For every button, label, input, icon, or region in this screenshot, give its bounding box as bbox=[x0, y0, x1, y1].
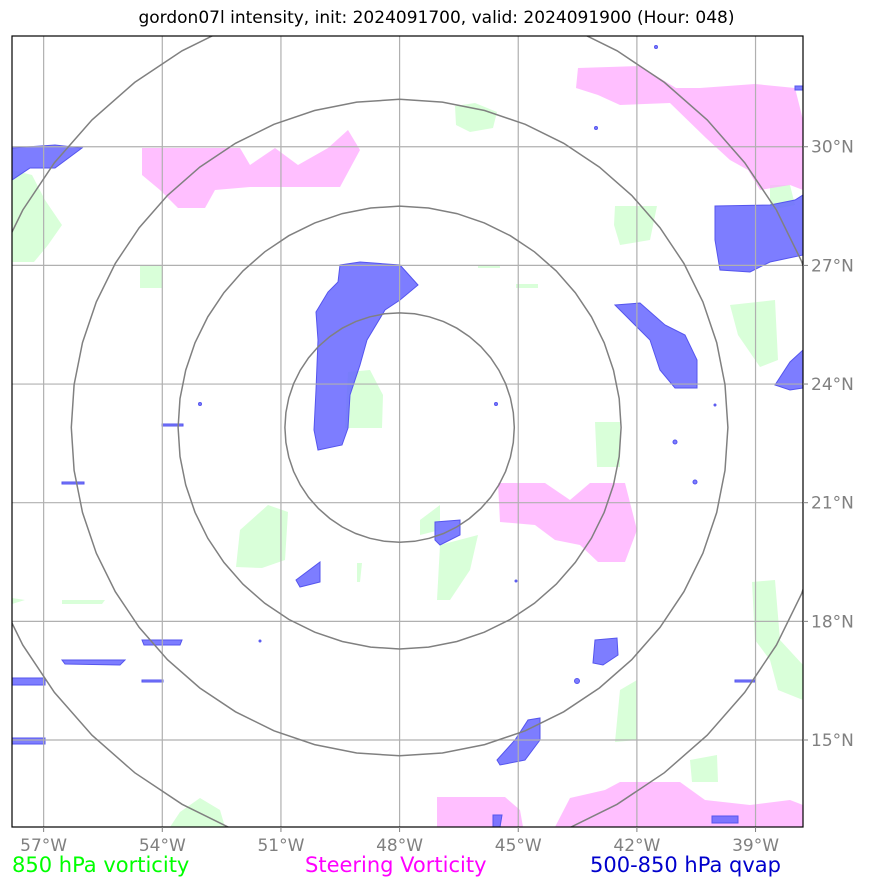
vorticity-850-layer bbox=[12, 103, 803, 827]
lat-tick-label: 30°N bbox=[811, 138, 854, 158]
lat-tick-label: 21°N bbox=[811, 494, 854, 514]
legend-steering-vorticity: Steering Vorticity bbox=[305, 853, 487, 877]
lon-tick-label: 39°W bbox=[732, 836, 779, 856]
qvap-layer bbox=[12, 45, 803, 827]
legend-850-vorticity: 850 hPa vorticity bbox=[12, 853, 190, 877]
map-title: gordon07l intensity, init: 2024091700, v… bbox=[138, 8, 735, 28]
axis-ticks: 57°W 54°W 51°W 48°W 45°W 42°W 39°W 15°N 18°N 21°N… bbox=[20, 138, 854, 856]
legend-qvap: 500-850 hPa qvap bbox=[590, 853, 781, 877]
lat-tick-label: 24°N bbox=[811, 375, 854, 395]
steering-vorticity-layer bbox=[142, 66, 803, 827]
range-ring bbox=[12, 36, 803, 827]
lon-tick-label: 57°W bbox=[20, 836, 67, 856]
lon-tick-label: 42°W bbox=[613, 836, 660, 856]
lat-tick-label: 27°N bbox=[811, 256, 854, 276]
range-rings bbox=[12, 36, 803, 827]
lat-tick-label: 18°N bbox=[811, 612, 854, 632]
lon-tick-label: 51°W bbox=[257, 836, 304, 856]
lon-tick-label: 48°W bbox=[376, 836, 423, 856]
map-frame bbox=[11, 35, 804, 828]
lat-tick-label: 15°N bbox=[811, 731, 854, 751]
lon-tick-label: 45°W bbox=[495, 836, 542, 856]
graticule bbox=[12, 36, 803, 827]
range-ring bbox=[284, 312, 516, 543]
lon-tick-label: 54°W bbox=[139, 836, 186, 856]
range-ring bbox=[177, 205, 622, 650]
range-ring bbox=[70, 98, 729, 757]
